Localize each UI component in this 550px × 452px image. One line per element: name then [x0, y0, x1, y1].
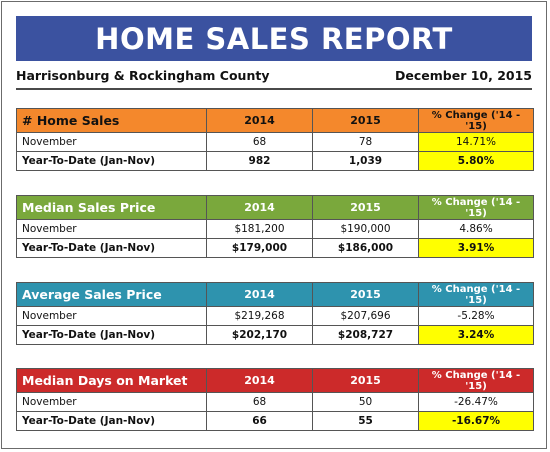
col-2014-header: 2014	[206, 195, 313, 220]
table-row: Year-To-Date (Jan-Nov) $202,170 $208,727…	[16, 325, 534, 345]
percent-change: 5.80%	[418, 151, 534, 171]
table-row: November $181,200 $190,000 4.86%	[16, 219, 534, 239]
col-2015-header: 2015	[312, 195, 419, 220]
col-2014-header: 2014	[206, 108, 313, 133]
home-sales-table: # Home Sales 2014 2015 % Change ('14 - '…	[16, 108, 534, 171]
table-header-row: # Home Sales 2014 2015 % Change ('14 - '…	[16, 108, 534, 133]
table-title: Median Sales Price	[16, 195, 207, 220]
col-2015-header: 2015	[312, 282, 419, 307]
value-2015: $207,696	[312, 306, 419, 326]
row-label: Year-To-Date (Jan-Nov)	[16, 411, 207, 431]
average-sales-price-table: Average Sales Price 2014 2015 % Change (…	[16, 282, 534, 345]
table-title: # Home Sales	[16, 108, 207, 133]
col-change-header: % Change ('14 - '15)	[418, 195, 534, 220]
value-2015: $208,727	[312, 325, 419, 345]
col-2014-header: 2014	[206, 282, 313, 307]
region-label: Harrisonburg & Rockingham County	[16, 67, 270, 83]
value-2015: 55	[312, 411, 419, 431]
value-2014: 982	[206, 151, 313, 171]
report-subheader: Harrisonburg & Rockingham County Decembe…	[16, 66, 532, 84]
table-title: Median Days on Market	[16, 368, 207, 393]
value-2014: 66	[206, 411, 313, 431]
table-row: Year-To-Date (Jan-Nov) 982 1,039 5.80%	[16, 151, 534, 171]
percent-change: 3.91%	[418, 238, 534, 258]
row-label: November	[16, 219, 207, 239]
percent-change: -16.67%	[418, 411, 534, 431]
percent-change: 3.24%	[418, 325, 534, 345]
col-change-header: % Change ('14 - '15)	[418, 282, 534, 307]
percent-change: -5.28%	[418, 306, 534, 326]
value-2014: $219,268	[206, 306, 313, 326]
row-label: November	[16, 306, 207, 326]
table-header-row: Median Days on Market 2014 2015 % Change…	[16, 368, 534, 393]
value-2014: $179,000	[206, 238, 313, 258]
median-sales-price-table: Median Sales Price 2014 2015 % Change ('…	[16, 195, 534, 258]
value-2014: $202,170	[206, 325, 313, 345]
col-change-header: % Change ('14 - '15)	[418, 108, 534, 133]
value-2014: 68	[206, 392, 313, 412]
percent-change: 4.86%	[418, 219, 534, 239]
table-header-row: Average Sales Price 2014 2015 % Change (…	[16, 282, 534, 307]
table-row: Year-To-Date (Jan-Nov) $179,000 $186,000…	[16, 238, 534, 258]
col-2015-header: 2015	[312, 108, 419, 133]
percent-change: 14.71%	[418, 132, 534, 152]
row-label: Year-To-Date (Jan-Nov)	[16, 238, 207, 258]
header-divider	[16, 88, 532, 90]
table-row: Year-To-Date (Jan-Nov) 66 55 -16.67%	[16, 411, 534, 431]
row-label: Year-To-Date (Jan-Nov)	[16, 325, 207, 345]
col-2015-header: 2015	[312, 368, 419, 393]
value-2015: 78	[312, 132, 419, 152]
percent-change: -26.47%	[418, 392, 534, 412]
table-row: November 68 78 14.71%	[16, 132, 534, 152]
value-2015: 50	[312, 392, 419, 412]
col-change-header: % Change ('14 - '15)	[418, 368, 534, 393]
table-header-row: Median Sales Price 2014 2015 % Change ('…	[16, 195, 534, 220]
row-label: Year-To-Date (Jan-Nov)	[16, 151, 207, 171]
table-title: Average Sales Price	[16, 282, 207, 307]
row-label: November	[16, 392, 207, 412]
col-2014-header: 2014	[206, 368, 313, 393]
value-2015: $190,000	[312, 219, 419, 239]
value-2015: 1,039	[312, 151, 419, 171]
row-label: November	[16, 132, 207, 152]
table-row: November $219,268 $207,696 -5.28%	[16, 306, 534, 326]
report-title: HOME SALES REPORT	[16, 16, 532, 61]
value-2015: $186,000	[312, 238, 419, 258]
report-date: December 10, 2015	[395, 67, 532, 83]
value-2014: 68	[206, 132, 313, 152]
median-days-on-market-table: Median Days on Market 2014 2015 % Change…	[16, 368, 534, 431]
table-row: November 68 50 -26.47%	[16, 392, 534, 412]
value-2014: $181,200	[206, 219, 313, 239]
